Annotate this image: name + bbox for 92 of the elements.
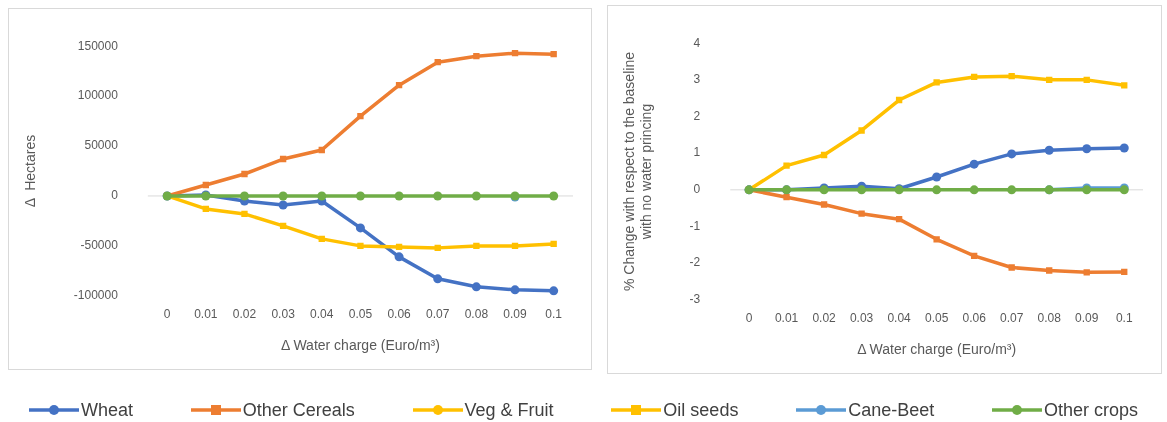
x-tick-label: 0.02: [232, 307, 257, 322]
x-tick-label: 0.08: [464, 307, 489, 322]
y-tick-label: 2: [693, 108, 701, 123]
x-tick-label: 0.07: [1000, 311, 1024, 326]
x-tick-label: 0.09: [503, 307, 528, 322]
point: [471, 191, 481, 201]
legend-label: Other crops: [1044, 399, 1139, 421]
y-tick-label: -100000: [73, 288, 119, 303]
point: [278, 191, 288, 201]
x-tick-label: 0.01: [194, 307, 218, 322]
x-tick-label: 0: [163, 307, 171, 322]
x-tick-label: 0.06: [387, 307, 412, 322]
point: [355, 223, 365, 233]
y-tick-label: -1: [689, 218, 701, 233]
x-tick-label: 0.01: [774, 311, 799, 326]
point: [473, 53, 480, 60]
point: [932, 185, 942, 195]
point: [549, 191, 559, 201]
y-tick-label: 0: [111, 188, 119, 203]
point: [511, 242, 519, 250]
x-tick-label: 0.1: [545, 307, 563, 322]
point: [783, 162, 790, 169]
legend-label: Cane-Beet: [848, 399, 935, 421]
point: [1008, 73, 1015, 80]
point: [857, 185, 867, 195]
point: [549, 286, 559, 296]
point: [1007, 185, 1017, 195]
y-axis-title: % Change with respect to the baseline with no water princing: [621, 51, 655, 291]
point: [510, 285, 520, 295]
point: [1082, 144, 1092, 154]
legend-label: Wheat: [80, 399, 133, 421]
y-tick-label: 100000: [77, 88, 119, 103]
x-tick-label: 0.05: [924, 311, 949, 326]
y-tick-label: -50000: [80, 238, 119, 253]
y-tick-label: 4: [693, 35, 701, 50]
x-tick-label: 0.08: [1037, 311, 1062, 326]
x-tick-label: 0: [745, 311, 753, 326]
point: [933, 236, 940, 243]
point: [433, 191, 443, 201]
point: [278, 200, 288, 210]
x-tick-label: 0.04: [310, 307, 334, 322]
point: [858, 127, 865, 134]
point: [1119, 143, 1129, 153]
y-tick-label: 0: [693, 182, 701, 197]
point: [783, 193, 790, 201]
point: [317, 191, 327, 201]
y-tick-label: 1: [693, 145, 701, 160]
x-tick-label: 0.03: [271, 307, 296, 322]
x-tick-label: 0.09: [1075, 311, 1099, 326]
x-tick-label: 0.07: [426, 307, 450, 322]
x-tick-label: 0.05: [348, 307, 373, 322]
point: [820, 201, 828, 208]
point: [433, 274, 443, 284]
point: [394, 252, 404, 262]
legend-label: Veg & Fruit: [464, 399, 554, 421]
x-tick-label: 0.06: [962, 311, 987, 326]
point: [239, 191, 249, 201]
point: [1008, 264, 1015, 271]
y-axis-title: Δ Hectares: [22, 134, 39, 208]
point: [1046, 267, 1053, 274]
x-tick-label: 0.1: [1115, 311, 1133, 326]
point: [1007, 149, 1017, 159]
x-axis-title: Δ Water charge (Euro/m³): [857, 341, 1017, 358]
x-tick-label: 0.02: [812, 311, 837, 326]
x-tick-label: 0.03: [849, 311, 874, 326]
point: [1044, 145, 1054, 155]
point: [511, 50, 519, 57]
point: [394, 191, 404, 201]
y-tick-label: 150000: [77, 38, 119, 53]
point: [858, 210, 865, 217]
x-tick-label: 0.04: [887, 311, 912, 326]
point: [969, 159, 979, 169]
y-tick-label: 3: [693, 72, 701, 87]
legend-label: Oil seeds: [663, 399, 739, 421]
point: [241, 210, 248, 218]
y-tick-label: -3: [689, 292, 701, 307]
point: [933, 79, 940, 86]
y-tick-label: -2: [689, 255, 701, 270]
point: [932, 172, 942, 182]
point: [241, 170, 248, 178]
point: [357, 112, 364, 120]
legend-label: Other Cereals: [242, 399, 355, 421]
point: [471, 282, 481, 292]
y-tick-label: 50000: [84, 138, 119, 153]
point: [357, 242, 364, 250]
point: [550, 51, 557, 58]
point: [1121, 82, 1128, 89]
point: [969, 185, 979, 195]
point: [355, 191, 365, 201]
point: [473, 242, 480, 250]
x-axis-title: Δ Water charge (Euro/m³): [280, 337, 440, 354]
point: [550, 240, 557, 248]
